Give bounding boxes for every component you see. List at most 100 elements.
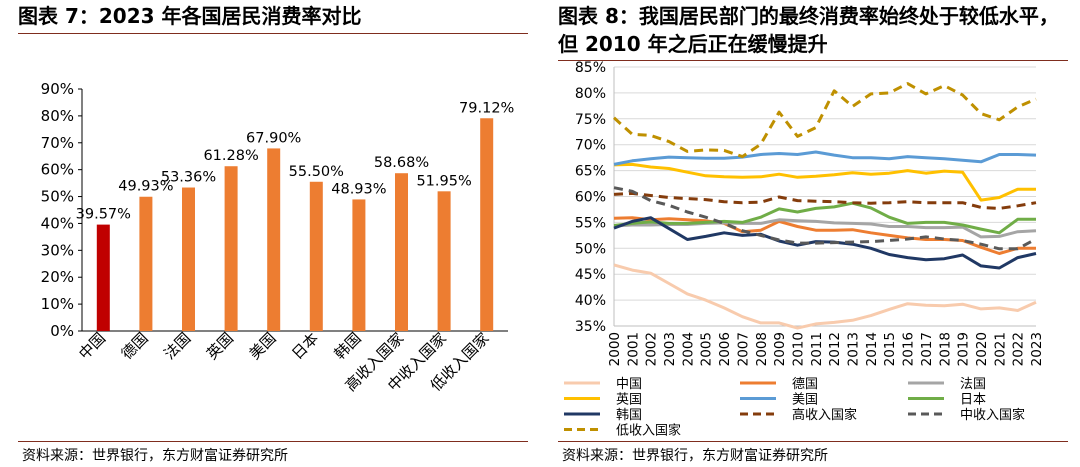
bar-value-label: 39.57% xyxy=(76,207,131,223)
bar-中收入国家 xyxy=(437,191,451,331)
bar-category-label: 中国 xyxy=(75,329,109,363)
line-x-tick-label: 2005 xyxy=(699,332,715,366)
bar-y-tick-label: 70% xyxy=(41,134,74,152)
legend-label: 低收入国家 xyxy=(616,423,681,439)
line-x-tick-label: 2013 xyxy=(846,332,862,366)
line-x-tick-label: 2015 xyxy=(882,332,898,366)
right-source-rule xyxy=(558,441,1068,442)
legend-label: 日本 xyxy=(960,393,986,408)
series-line-英国 xyxy=(613,162,1036,202)
bar-低收入国家 xyxy=(480,118,494,331)
left-source-note: 资料来源：世界银行，东方财富证券研究所 xyxy=(22,448,288,464)
line-x-tick-label: 2006 xyxy=(717,332,733,366)
bar-中国 xyxy=(96,224,110,331)
bar-日本 xyxy=(309,181,323,331)
bar-value-label: 49.93% xyxy=(118,179,173,195)
line-chart: 35%40%45%50%55%60%65%70%75%80%85%2000 200… xyxy=(564,60,1045,439)
series-line-低收入国家 xyxy=(612,82,1037,159)
left-source-rule xyxy=(18,441,528,442)
bar-category-label: 日本 xyxy=(288,329,322,363)
line-x-tick-label: 2021 xyxy=(992,332,1008,366)
line-x-tick-label: 2017 xyxy=(919,332,935,366)
series-line-中收入国家 xyxy=(613,186,1037,251)
line-x-tick-label: 2001 xyxy=(625,332,641,366)
series-line-美国 xyxy=(613,150,1037,166)
left-chart-title: 图表 7：2023 年各国居民消费率对比 xyxy=(18,4,362,28)
bar-y-tick-label: 20% xyxy=(41,268,74,286)
bar-value-label: 48.93% xyxy=(331,181,386,197)
bar-y-tick-label: 40% xyxy=(41,214,74,232)
bar-美国 xyxy=(267,148,281,331)
line-x-tick-label: 2023 xyxy=(1029,332,1045,366)
legend-label: 法国 xyxy=(960,377,986,392)
line-x-tick-label: 2009 xyxy=(772,332,788,366)
line-y-tick-label: 50% xyxy=(575,241,606,257)
bar-value-label: 61.28% xyxy=(203,148,258,164)
line-x-tick-label: 2014 xyxy=(864,332,880,366)
line-y-tick-label: 70% xyxy=(575,138,606,154)
line-x-tick-label: 2008 xyxy=(754,332,770,366)
line-x-tick-label: 2004 xyxy=(680,332,696,366)
bar-y-tick-label: 0% xyxy=(50,322,74,340)
line-y-tick-label: 85% xyxy=(575,60,606,76)
legend-label: 英国 xyxy=(616,393,642,408)
bar-value-label: 79.12% xyxy=(459,100,514,116)
legend-label: 中收入国家 xyxy=(960,407,1025,423)
bar-category-label: 英国 xyxy=(203,329,237,363)
bar-y-tick-label: 90% xyxy=(41,80,74,98)
bar-category-label: 韩国 xyxy=(331,329,365,363)
bar-value-label: 55.50% xyxy=(289,164,344,180)
right-source-note: 资料来源：世界银行，东方财富证券研究所 xyxy=(562,448,828,464)
bar-韩国 xyxy=(352,199,366,331)
bar-category-label: 美国 xyxy=(246,329,280,363)
bar-chart: 0% 10% 20% 30% 40% 50% 60% 70% 80% 90% 39.57% 中国 49.… xyxy=(41,80,515,395)
line-x-tick-label: 2003 xyxy=(662,332,678,366)
line-y-tick-label: 40% xyxy=(575,293,606,309)
line-y-tick-label: 65% xyxy=(575,164,606,180)
bar-value-label: 58.68% xyxy=(374,155,429,171)
line-y-tick-label: 80% xyxy=(575,86,606,102)
line-x-tick-label: 2019 xyxy=(956,332,972,366)
line-x-tick-label: 2016 xyxy=(901,332,917,366)
bar-y-tick-label: 50% xyxy=(41,188,74,206)
line-x-tick-label: 2020 xyxy=(974,332,990,366)
line-x-tick-label: 2000 xyxy=(607,332,623,366)
bar-德国 xyxy=(139,196,153,331)
series-line-日本 xyxy=(613,201,1036,235)
bar-y-tick-label: 60% xyxy=(41,161,74,179)
series-line-韩国 xyxy=(613,216,1037,270)
series-line-高收入国家 xyxy=(613,191,1037,210)
right-title-rule xyxy=(558,60,1068,61)
line-x-tick-label: 2007 xyxy=(735,332,751,366)
line-y-tick-label: 75% xyxy=(575,112,606,128)
legend-label: 韩国 xyxy=(616,408,642,423)
line-x-tick-label: 2012 xyxy=(827,332,843,366)
bar-y-tick-label: 80% xyxy=(41,107,74,125)
line-x-tick-label: 2018 xyxy=(937,332,953,366)
line-y-tick-label: 45% xyxy=(575,267,606,283)
bar-高收入国家 xyxy=(395,173,408,331)
line-y-tick-label: 55% xyxy=(575,215,606,231)
line-x-tick-label: 2022 xyxy=(1011,332,1027,366)
line-y-tick-label: 35% xyxy=(575,319,606,335)
line-x-tick-label: 2002 xyxy=(644,332,660,366)
bar-value-label: 51.95% xyxy=(416,173,471,189)
legend-label: 德国 xyxy=(792,377,818,392)
legend-label: 高收入国家 xyxy=(792,407,857,423)
line-y-tick-label: 60% xyxy=(575,190,606,206)
left-title-rule xyxy=(18,33,528,34)
right-chart-title: 图表 8：我国居民部门的最终消费率始终处于较低水平，但 2010 年之后正在缓慢… xyxy=(558,4,1059,56)
legend-label: 中国 xyxy=(616,377,642,392)
line-x-tick-label: 2010 xyxy=(790,332,806,366)
series-line-中国 xyxy=(613,263,1037,330)
bar-y-tick-label: 10% xyxy=(41,295,74,313)
bar-value-label: 67.90% xyxy=(246,130,301,146)
bar-英国 xyxy=(224,166,238,331)
legend-label: 美国 xyxy=(792,393,818,408)
line-x-tick-label: 2011 xyxy=(809,332,825,366)
bar-法国 xyxy=(182,187,195,331)
bar-category-label: 德国 xyxy=(118,329,152,363)
bar-category-label: 法国 xyxy=(160,329,194,363)
bar-y-tick-label: 30% xyxy=(41,241,74,259)
bar-value-label: 53.36% xyxy=(161,170,216,186)
